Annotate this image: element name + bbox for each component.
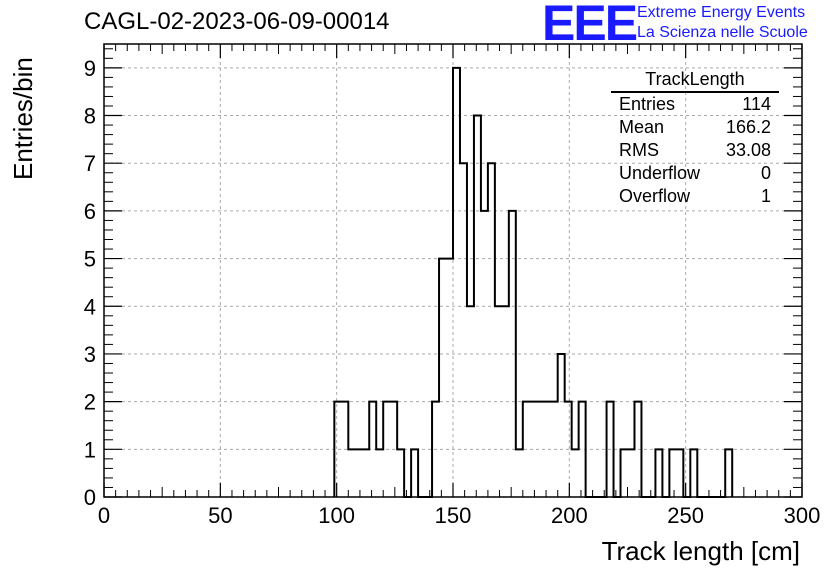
histogram-bar <box>348 449 355 497</box>
stats-row-rms: RMS 33.08 <box>611 139 779 162</box>
histogram-bar <box>628 449 635 497</box>
histogram-bar <box>690 449 697 497</box>
stats-title: TrackLength <box>611 68 779 93</box>
stats-value: 114 <box>742 94 771 114</box>
y-tick-label: 1 <box>84 437 96 462</box>
histogram-bar <box>655 449 662 497</box>
x-tick-label: 300 <box>784 503 821 528</box>
stats-row-underflow: Underflow 0 <box>611 162 779 185</box>
x-tick-label: 100 <box>318 503 355 528</box>
logo-caption-line2: La Scienza nelle Scuole <box>637 24 808 41</box>
y-axis-ticks: 0 1 2 3 4 5 6 7 8 9 <box>84 48 802 510</box>
histogram-bar <box>397 449 404 497</box>
histogram-bar <box>676 449 683 497</box>
y-tick-label: 7 <box>84 151 96 176</box>
x-tick-label: 200 <box>551 503 588 528</box>
y-tick-label: 0 <box>84 485 96 510</box>
y-axis-label: Entries/bin <box>8 57 38 180</box>
histogram-bar <box>725 449 732 497</box>
histogram-bar <box>446 259 453 497</box>
x-axis-ticks: 0 50 100 150 200 250 300 <box>98 44 820 528</box>
histogram-bar <box>669 449 676 497</box>
y-tick-label: 3 <box>84 342 96 367</box>
y-tick-label: 4 <box>84 294 96 319</box>
stats-box: TrackLength Entries 114 Mean 166.2 RMS 3… <box>611 68 779 208</box>
stats-row-mean: Mean 166.2 <box>611 116 779 139</box>
logo-caption: Extreme Energy Events La Scienza nelle S… <box>637 3 808 43</box>
y-tick-label: 5 <box>84 247 96 272</box>
stats-value: 33.08 <box>725 140 771 160</box>
histogram-bar <box>453 68 460 497</box>
stats-row-entries: Entries 114 <box>611 93 779 116</box>
y-tick-label: 2 <box>84 390 96 415</box>
stats-value: 1 <box>760 186 771 206</box>
histogram-bar <box>376 449 383 497</box>
x-axis-label: Track length [cm] <box>602 536 800 566</box>
histogram-bar <box>362 449 369 497</box>
histogram-bar <box>488 163 495 497</box>
histogram-bar <box>558 354 565 497</box>
x-tick-label: 150 <box>435 503 472 528</box>
x-tick-label: 250 <box>667 503 704 528</box>
y-tick-label: 8 <box>84 104 96 129</box>
histogram-bar <box>460 163 467 497</box>
logo-caption-line1: Extreme Energy Events <box>637 4 806 21</box>
stats-label: Mean <box>619 117 665 137</box>
histogram-bar <box>355 449 362 497</box>
y-tick-label: 6 <box>84 199 96 224</box>
stats-label: Overflow <box>619 186 691 206</box>
stats-value: 0 <box>760 163 771 183</box>
y-tick-label: 9 <box>84 56 96 81</box>
x-tick-label: 0 <box>98 503 110 528</box>
histogram-bar <box>621 449 628 497</box>
x-tick-label: 50 <box>208 503 232 528</box>
histogram-bar <box>516 449 523 497</box>
plot-title: CAGL-02-2023-06-09-00014 <box>84 8 390 35</box>
stats-label: RMS <box>619 140 659 160</box>
histogram-bar <box>411 449 418 497</box>
histogram-bar <box>439 259 446 497</box>
eee-logo: EEE <box>542 0 638 51</box>
stats-label: Entries <box>619 94 676 114</box>
stats-value: 166.2 <box>725 117 771 137</box>
histogram-bar <box>572 449 579 497</box>
stats-row-overflow: Overflow 1 <box>611 185 779 208</box>
stats-label: Underflow <box>619 163 701 183</box>
